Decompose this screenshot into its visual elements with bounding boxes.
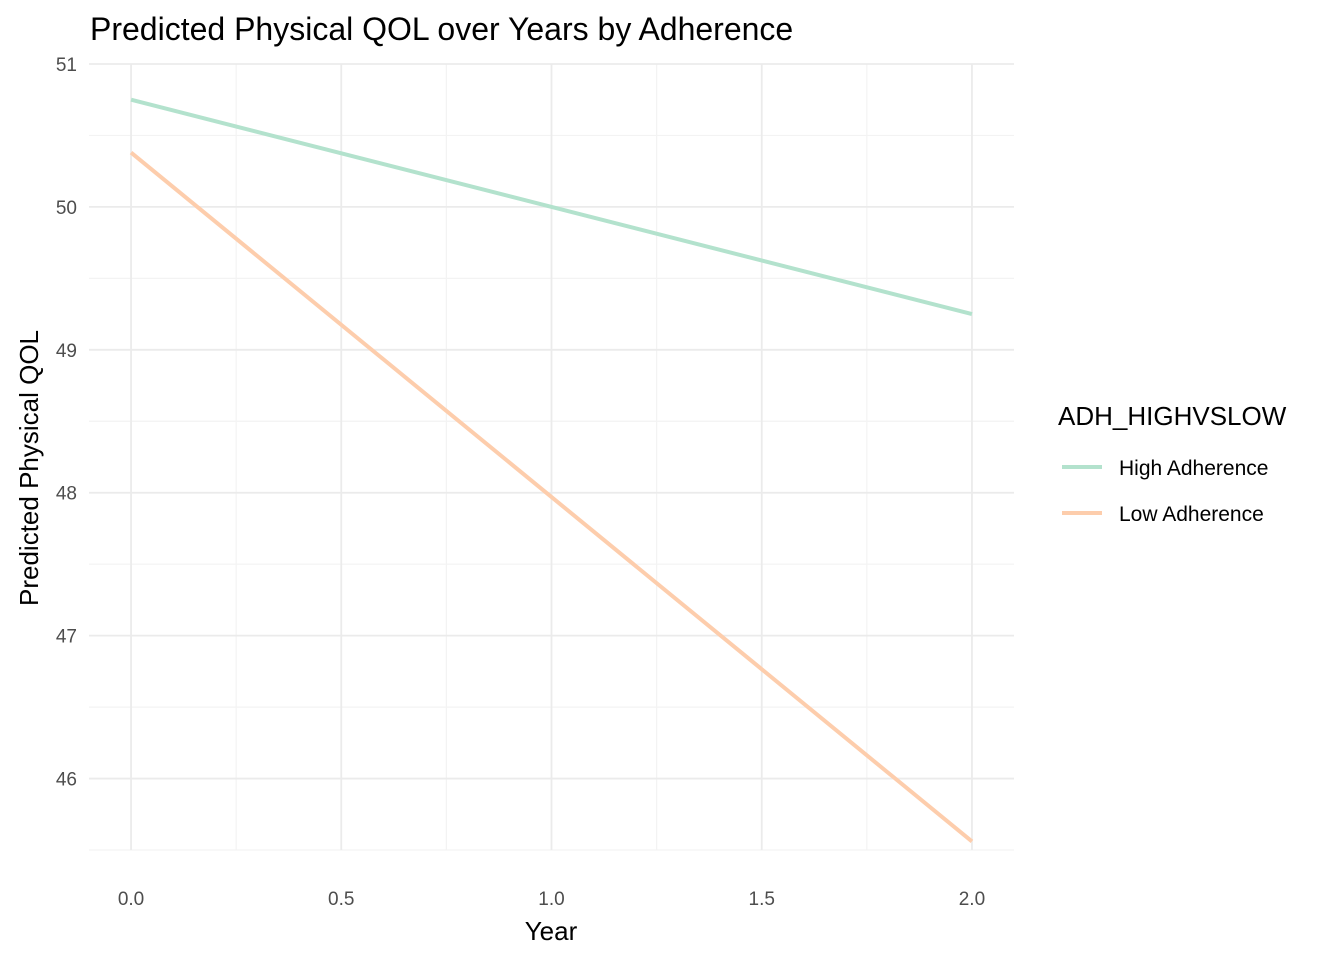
- x-axis-ticks: 0.0 0.5 1.0 1.5 2.0: [118, 889, 985, 910]
- y-tick-label: 49: [56, 341, 77, 362]
- grid: [89, 63, 1014, 851]
- legend-label-low-adherence: Low Adherence: [1119, 503, 1264, 526]
- x-tick-label: 0.0: [118, 889, 144, 910]
- x-axis-title: Year: [525, 916, 578, 946]
- y-tick-label: 46: [56, 770, 77, 791]
- x-tick-label: 2.0: [959, 889, 985, 910]
- y-tick-label: 47: [56, 627, 77, 648]
- y-tick-label: 50: [56, 198, 77, 219]
- y-axis-ticks: 46 47 48 49 50 51: [56, 55, 77, 791]
- x-tick-label: 1.0: [538, 889, 564, 910]
- legend: ADH_HIGHVSLOW High Adherence Low Adheren…: [1058, 401, 1287, 526]
- series-line-low-adherence: [129, 151, 974, 843]
- chart-title: Predicted Physical QOL over Years by Adh…: [90, 11, 793, 47]
- legend-title: ADH_HIGHVSLOW: [1058, 401, 1287, 431]
- x-tick-label: 0.5: [328, 889, 354, 910]
- legend-label-high-adherence: High Adherence: [1119, 457, 1268, 480]
- series-line-high-adherence: [130, 97, 973, 317]
- x-tick-label: 1.5: [749, 889, 775, 910]
- y-tick-label: 48: [56, 484, 77, 505]
- plot-lines: [129, 97, 974, 843]
- y-tick-label: 51: [56, 55, 77, 76]
- y-axis-title: Predicted Physical QOL: [14, 330, 44, 606]
